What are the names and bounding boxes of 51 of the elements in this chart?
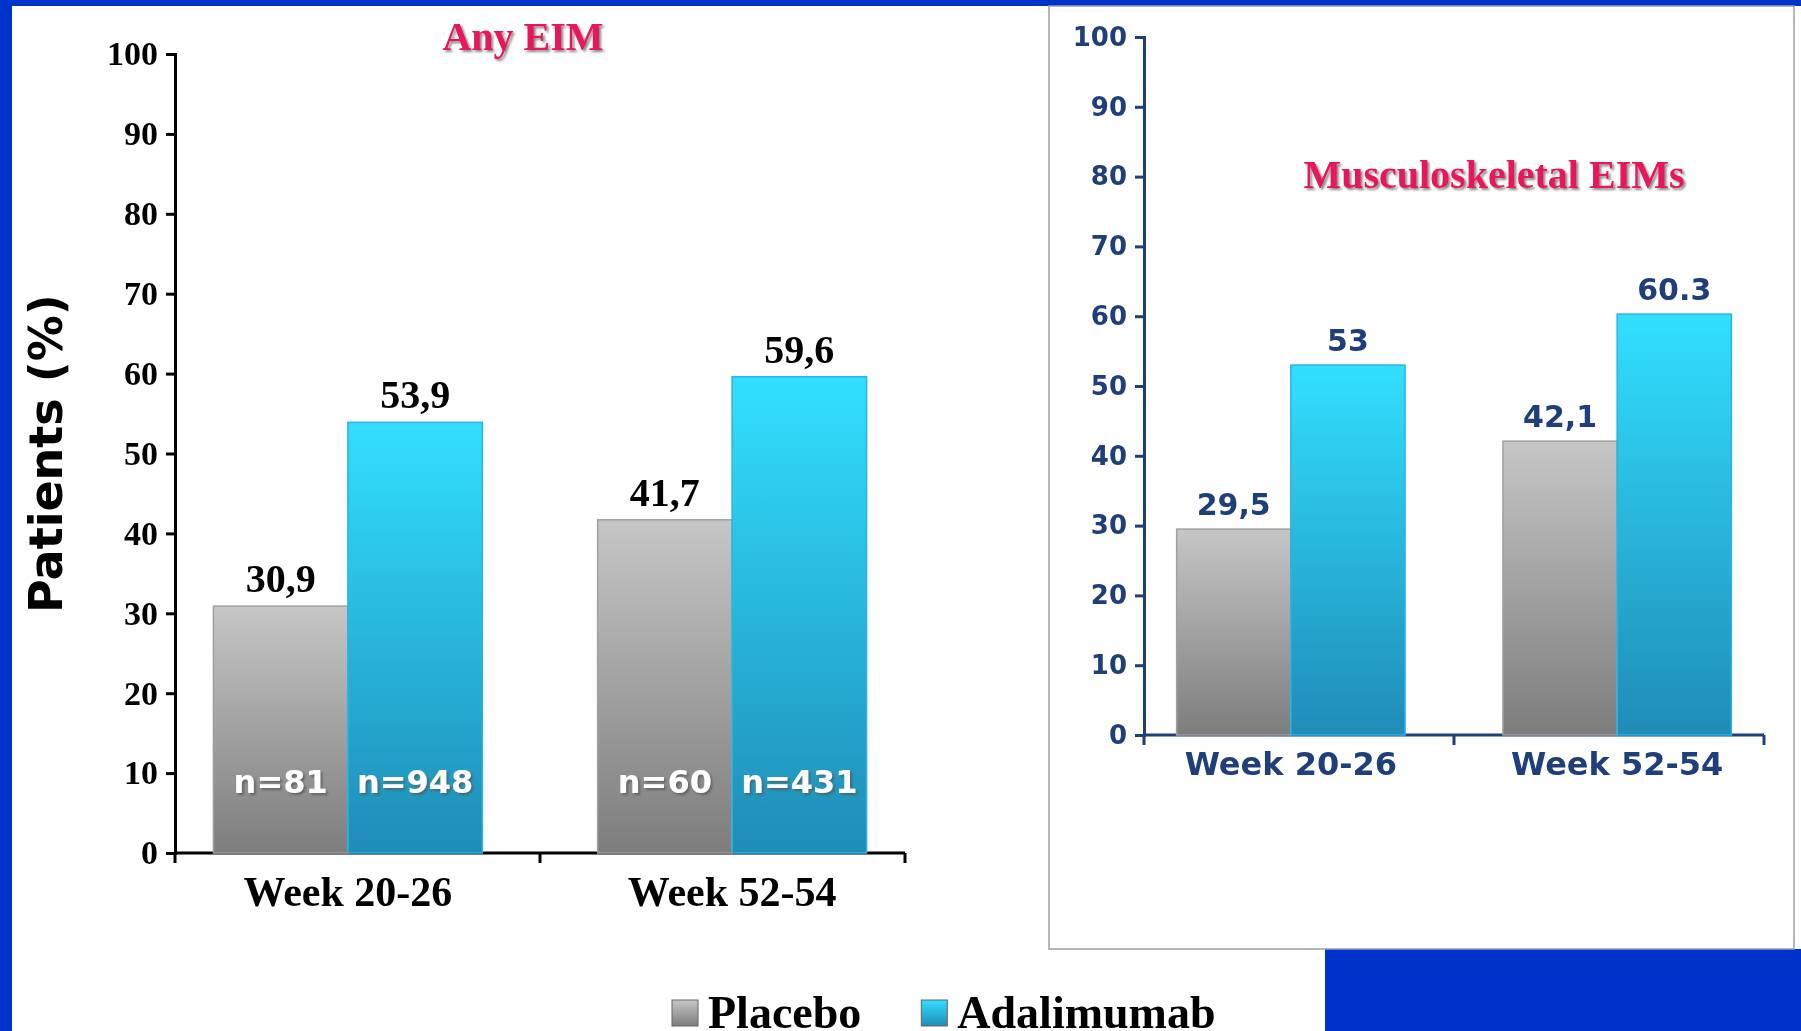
- y-tick-label: 70: [1090, 231, 1127, 262]
- y-tick-label: 0: [141, 834, 158, 872]
- bar: [1290, 364, 1406, 736]
- y-tick-label: 100: [107, 35, 158, 73]
- bar: [212, 605, 349, 854]
- bar: [596, 519, 733, 854]
- bar: [1616, 313, 1733, 736]
- x-tick-label: Week 52-54: [627, 868, 837, 915]
- y-tick-label: 30: [1090, 510, 1127, 541]
- annotation: n=60: [617, 763, 712, 802]
- x-tick-label: Week 20-26: [1184, 745, 1398, 784]
- y-tick-label: 70: [124, 275, 158, 313]
- y-tick-label: 90: [124, 115, 158, 153]
- legend-label: Adalimumab: [957, 987, 1216, 1031]
- data-label: 53,9: [380, 372, 451, 418]
- legend-label: Placebo: [708, 987, 862, 1031]
- y-tick-label: 30: [124, 594, 158, 632]
- y-tick-label: 40: [1090, 440, 1127, 471]
- data-label: 59,6: [764, 326, 835, 372]
- data-label: 29,5: [1196, 487, 1271, 523]
- y-tick-label: 60: [1090, 301, 1127, 332]
- y-tick-label: 20: [124, 674, 158, 712]
- bar: [731, 376, 868, 854]
- data-label: 42,1: [1523, 399, 1598, 435]
- text: Musculoskeletal EIMs: [1303, 152, 1685, 197]
- x-tick-label: Week 20-26: [243, 868, 453, 915]
- bar: [1175, 528, 1292, 736]
- y-tick-label: 80: [124, 195, 158, 233]
- y-tick-label: 10: [124, 754, 158, 792]
- annotation: n=948: [356, 763, 474, 802]
- y-tick-label: 10: [1090, 650, 1127, 681]
- data-label: 60.3: [1637, 272, 1712, 308]
- x-tick-label: Week 52-54: [1510, 745, 1724, 784]
- data-label: 30,9: [245, 556, 316, 602]
- y-axis-title: Patients (%): [19, 294, 73, 613]
- y-tick-label: 80: [1090, 161, 1127, 192]
- annotation: n=431: [741, 763, 858, 802]
- y-tick-label: 0: [1108, 719, 1127, 750]
- data-label: 53: [1327, 323, 1369, 359]
- y-tick-label: 100: [1072, 21, 1127, 52]
- chart-title: Any EIM: [442, 14, 604, 59]
- y-tick-label: 90: [1090, 91, 1127, 122]
- bar: [347, 421, 484, 854]
- y-tick-label: 50: [1090, 370, 1127, 401]
- y-tick-label: 40: [124, 514, 158, 552]
- data-label: 41,7: [629, 469, 700, 515]
- y-tick-label: 50: [124, 434, 158, 472]
- bar: [1502, 440, 1618, 736]
- y-tick-label: 20: [1090, 580, 1127, 611]
- annotation: n=81: [233, 763, 328, 802]
- y-tick-label: 60: [124, 354, 158, 392]
